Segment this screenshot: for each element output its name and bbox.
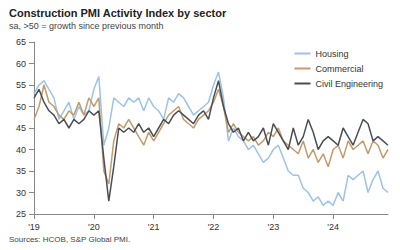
- svg-text:35: 35: [16, 166, 26, 176]
- svg-text:50: 50: [16, 102, 26, 112]
- svg-text:40: 40: [16, 145, 26, 155]
- svg-text:sa, >50 = growth since previou: sa, >50 = growth since previous month: [9, 21, 164, 31]
- svg-text:60: 60: [16, 59, 26, 69]
- svg-text:45: 45: [16, 123, 26, 133]
- svg-text:30: 30: [16, 188, 26, 198]
- svg-text:'20: '20: [88, 222, 100, 232]
- svg-text:Housing: Housing: [315, 49, 348, 59]
- svg-text:'23: '23: [267, 222, 279, 232]
- svg-text:65: 65: [16, 37, 26, 47]
- svg-text:Commercial: Commercial: [315, 64, 363, 74]
- svg-text:'24: '24: [327, 222, 339, 232]
- svg-text:Sources: HCOB, S&P Global PMI.: Sources: HCOB, S&P Global PMI.: [9, 235, 130, 244]
- svg-text:'19: '19: [28, 222, 40, 232]
- svg-text:Construction PMI Activity Inde: Construction PMI Activity Index by secto…: [9, 7, 227, 19]
- svg-text:'21: '21: [148, 222, 160, 232]
- svg-text:Civil Engineering: Civil Engineering: [315, 79, 383, 89]
- svg-text:'22: '22: [208, 222, 220, 232]
- svg-text:55: 55: [16, 80, 26, 90]
- svg-text:25: 25: [16, 209, 26, 219]
